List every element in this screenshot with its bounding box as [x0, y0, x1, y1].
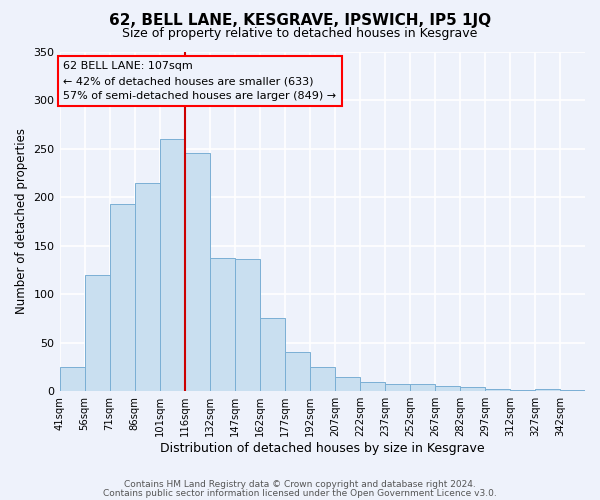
Bar [285, 352, 310, 391]
Bar [110, 204, 134, 391]
Bar [410, 384, 435, 391]
Text: Size of property relative to detached houses in Kesgrave: Size of property relative to detached ho… [122, 28, 478, 40]
Bar [260, 318, 285, 391]
Bar [134, 182, 160, 391]
Bar [310, 367, 335, 391]
Bar [185, 154, 209, 391]
X-axis label: Distribution of detached houses by size in Kesgrave: Distribution of detached houses by size … [160, 442, 485, 455]
Bar [385, 384, 410, 391]
Bar [560, 390, 585, 391]
Text: 62 BELL LANE: 107sqm
← 42% of detached houses are smaller (633)
57% of semi-deta: 62 BELL LANE: 107sqm ← 42% of detached h… [63, 61, 337, 101]
Bar [209, 258, 235, 391]
Bar [85, 274, 110, 391]
Bar [235, 259, 260, 391]
Bar [460, 388, 485, 391]
Bar [335, 376, 360, 391]
Text: Contains public sector information licensed under the Open Government Licence v3: Contains public sector information licen… [103, 489, 497, 498]
Bar [535, 390, 560, 391]
Bar [360, 382, 385, 391]
Bar [510, 390, 535, 391]
Bar [59, 367, 85, 391]
Text: 62, BELL LANE, KESGRAVE, IPSWICH, IP5 1JQ: 62, BELL LANE, KESGRAVE, IPSWICH, IP5 1J… [109, 12, 491, 28]
Bar [485, 390, 510, 391]
Y-axis label: Number of detached properties: Number of detached properties [15, 128, 28, 314]
Bar [435, 386, 460, 391]
Bar [160, 139, 185, 391]
Text: Contains HM Land Registry data © Crown copyright and database right 2024.: Contains HM Land Registry data © Crown c… [124, 480, 476, 489]
